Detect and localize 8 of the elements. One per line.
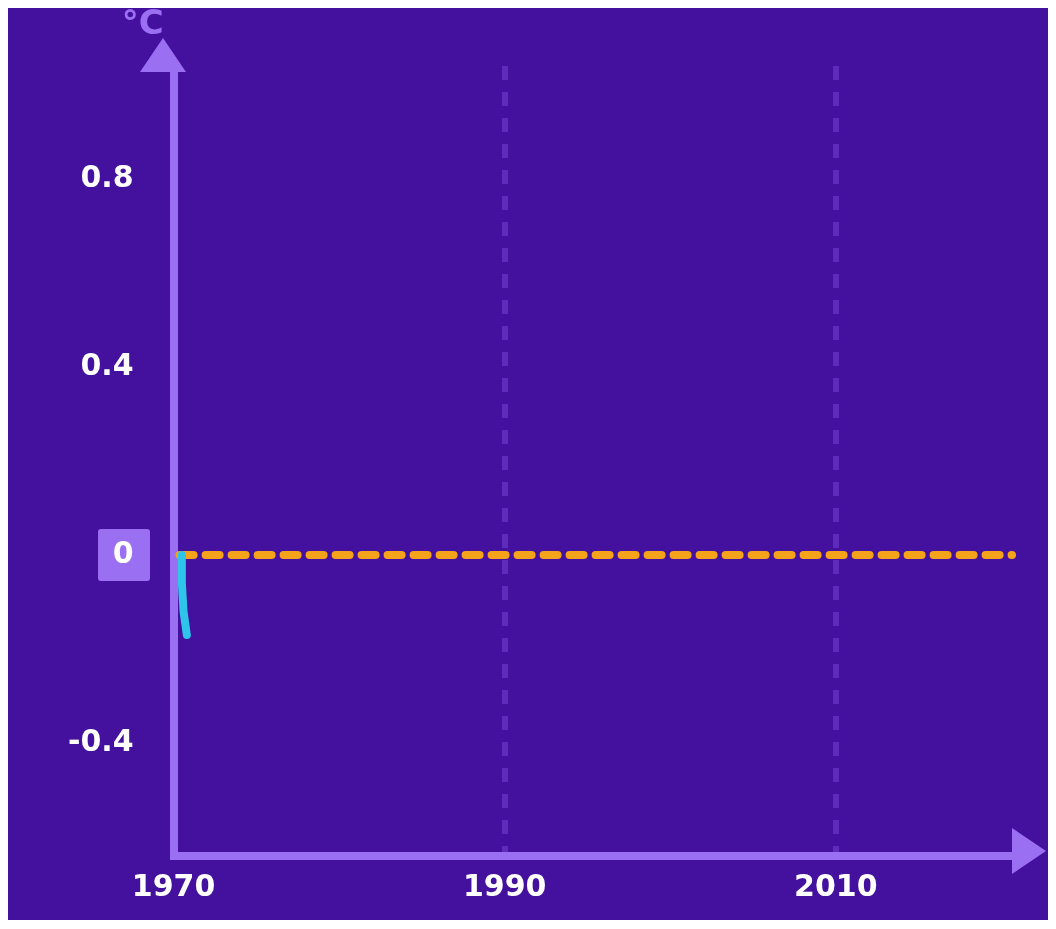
y-tick-label: 0 [112,534,134,570]
x-tick-label: 1990 [462,867,547,903]
x-tick-label: 2010 [794,867,878,903]
y-axis-title: °C [121,1,164,42]
x-tick-label: 1970 [131,867,216,903]
y-tick-label: 0.4 [80,346,134,382]
y-tick-label: -0.4 [67,722,134,758]
y-tick-label: 0.8 [80,158,134,194]
